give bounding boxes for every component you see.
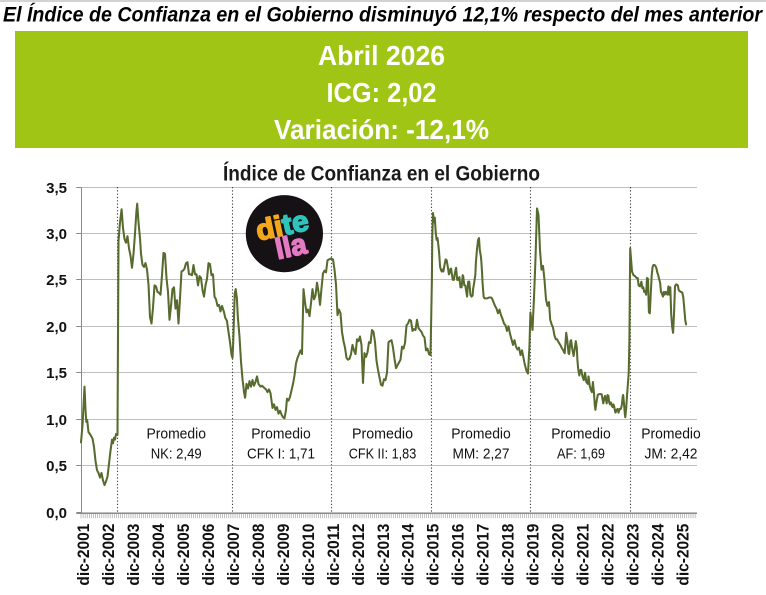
svg-text:Promedio: Promedio	[352, 425, 413, 442]
svg-text:ICG: 2,02: ICG: 2,02	[327, 77, 437, 108]
svg-text:Promedio: Promedio	[251, 425, 311, 442]
svg-text:dic-2013: dic-2013	[374, 524, 393, 586]
svg-text:AF: 1,69: AF: 1,69	[557, 446, 605, 463]
svg-text:2,0: 2,0	[46, 319, 67, 336]
svg-text:3,0: 3,0	[46, 226, 67, 243]
svg-text:NK: 2,49: NK: 2,49	[151, 446, 202, 463]
svg-text:El Índice de Confianza en el G: El Índice de Confianza en el Gobierno di…	[3, 2, 764, 27]
svg-text:dic-2010: dic-2010	[299, 524, 318, 586]
svg-text:dic-2007: dic-2007	[224, 524, 243, 586]
svg-text:dic-2005: dic-2005	[174, 524, 193, 586]
svg-text:Variación: -12,1%: Variación: -12,1%	[274, 114, 489, 145]
svg-text:3,5: 3,5	[46, 180, 67, 197]
svg-text:dic-2012: dic-2012	[349, 524, 368, 586]
svg-text:1,0: 1,0	[46, 412, 67, 429]
svg-text:CFK I: 1,71: CFK I: 1,71	[247, 446, 315, 463]
svg-text:CFK II: 1,83: CFK II: 1,83	[349, 446, 417, 463]
svg-text:0,5: 0,5	[46, 458, 67, 475]
svg-text:dic-2016: dic-2016	[449, 524, 468, 586]
svg-text:dic-2004: dic-2004	[149, 523, 168, 585]
svg-text:Promedio: Promedio	[146, 425, 206, 442]
svg-text:Promedio: Promedio	[451, 425, 511, 442]
svg-text:dic-2015: dic-2015	[424, 524, 443, 586]
svg-text:dic-2001: dic-2001	[74, 524, 93, 586]
svg-text:0,0: 0,0	[46, 505, 67, 522]
svg-text:MM: 2,27: MM: 2,27	[453, 446, 510, 463]
svg-text:dic-2021: dic-2021	[574, 524, 593, 586]
svg-text:Promedio: Promedio	[551, 425, 611, 442]
svg-text:dic-2009: dic-2009	[274, 524, 293, 586]
svg-text:dic-2011: dic-2011	[324, 524, 343, 586]
svg-text:dic-2002: dic-2002	[99, 524, 118, 586]
svg-text:dic-2023: dic-2023	[624, 524, 643, 586]
svg-text:Abril 2026: Abril 2026	[318, 40, 445, 71]
svg-text:dic-2017: dic-2017	[474, 524, 493, 586]
svg-text:dic-2020: dic-2020	[549, 524, 568, 586]
svg-text:Promedio: Promedio	[641, 425, 701, 442]
svg-text:dic-2003: dic-2003	[124, 524, 143, 586]
svg-text:dic-2018: dic-2018	[499, 524, 518, 586]
svg-text:dic-2019: dic-2019	[524, 524, 543, 586]
svg-text:JM: 2,42: JM: 2,42	[645, 446, 698, 463]
svg-text:dic-2024: dic-2024	[649, 523, 668, 585]
svg-text:dic-2025: dic-2025	[674, 524, 693, 586]
svg-text:2,5: 2,5	[46, 272, 67, 289]
svg-text:dic-2008: dic-2008	[249, 524, 268, 586]
svg-text:dic-2022: dic-2022	[599, 524, 618, 586]
svg-text:Índice de Confianza en el Gobi: Índice de Confianza en el Gobierno	[223, 161, 540, 186]
svg-text:dic-2006: dic-2006	[199, 524, 218, 586]
svg-text:dic-2014: dic-2014	[399, 523, 418, 585]
svg-text:lla: lla	[272, 228, 310, 266]
svg-text:1,5: 1,5	[46, 365, 67, 382]
